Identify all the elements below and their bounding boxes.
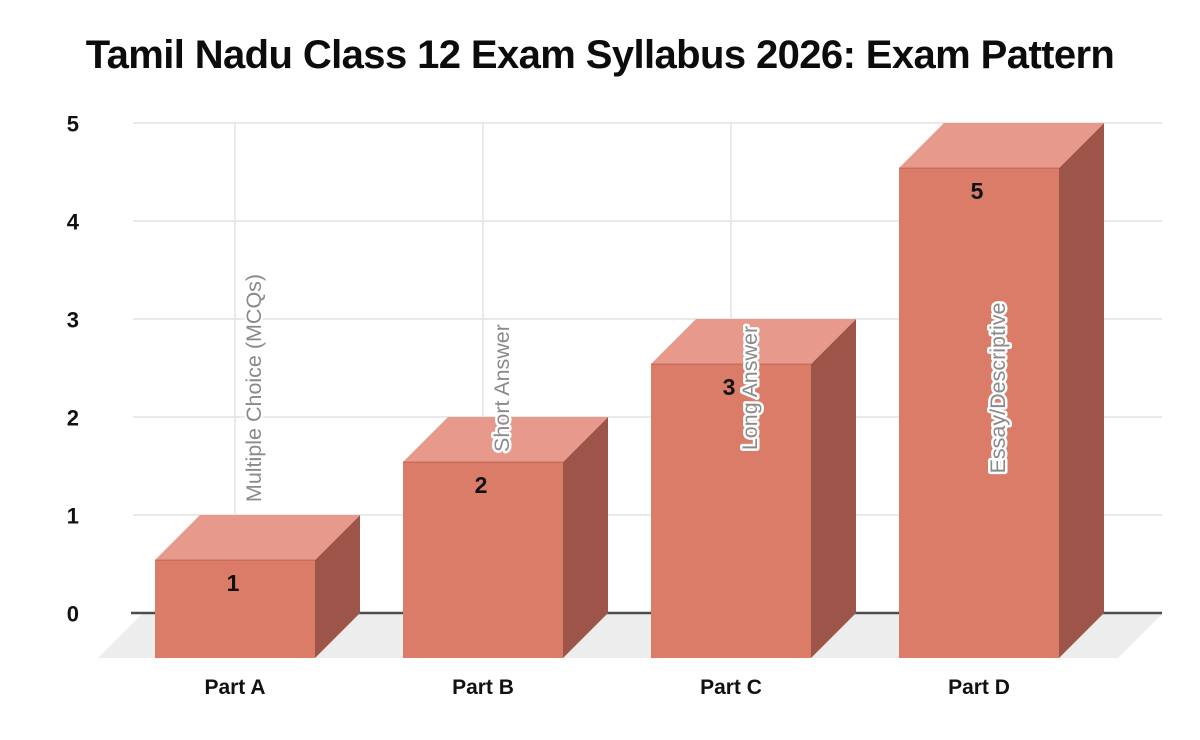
x-axis-label-part-c: Part C [700, 676, 762, 699]
bar-side-face-part-b [563, 417, 608, 658]
x-axis-label-part-a: Part A [204, 676, 265, 699]
y-axis-label-1: 1 [67, 504, 79, 529]
bar-top-face-part-b [403, 417, 608, 462]
bar-value-label-part-d: 5 [971, 178, 984, 204]
bar-series-label-part-b: Short Answer [490, 324, 514, 452]
bar-value-label-part-c: 3 [723, 374, 736, 400]
bar-top-face-part-d [899, 123, 1104, 168]
x-axis-label-part-b: Part B [452, 676, 514, 699]
bar-side-face-part-a [315, 515, 360, 658]
bar-side-face-part-d [1059, 123, 1104, 658]
chart-floor [98, 613, 1163, 658]
chart-title: Tamil Nadu Class 12 Exam Syllabus 2026: … [85, 33, 1115, 77]
x-axis-label-part-d: Part D [948, 676, 1010, 699]
y-axis-label-2: 2 [67, 406, 79, 431]
bar-front-face-part-c [651, 364, 811, 658]
bar-series-label-part-d: Essay/Descriptive [986, 303, 1010, 474]
bar-front-face-part-b [403, 462, 563, 658]
bar-front-face-part-a [155, 560, 315, 658]
bar-series-label-part-a: Multiple Choice (MCQs) [242, 274, 266, 502]
bar-top-face-part-c [651, 319, 856, 364]
bar-series-label-part-c: Long Answer [738, 326, 762, 450]
bar-top-face-part-a [155, 515, 360, 560]
bar-side-face-part-c [811, 319, 856, 658]
y-axis-label-5: 5 [67, 112, 79, 137]
y-axis-label-3: 3 [67, 308, 79, 333]
y-axis-label-4: 4 [67, 210, 80, 235]
bar-front-face-part-d [899, 168, 1059, 658]
bar-value-label-part-b: 2 [475, 472, 488, 498]
y-axis-label-0: 0 [67, 602, 79, 627]
bar-value-label-part-a: 1 [227, 570, 240, 596]
